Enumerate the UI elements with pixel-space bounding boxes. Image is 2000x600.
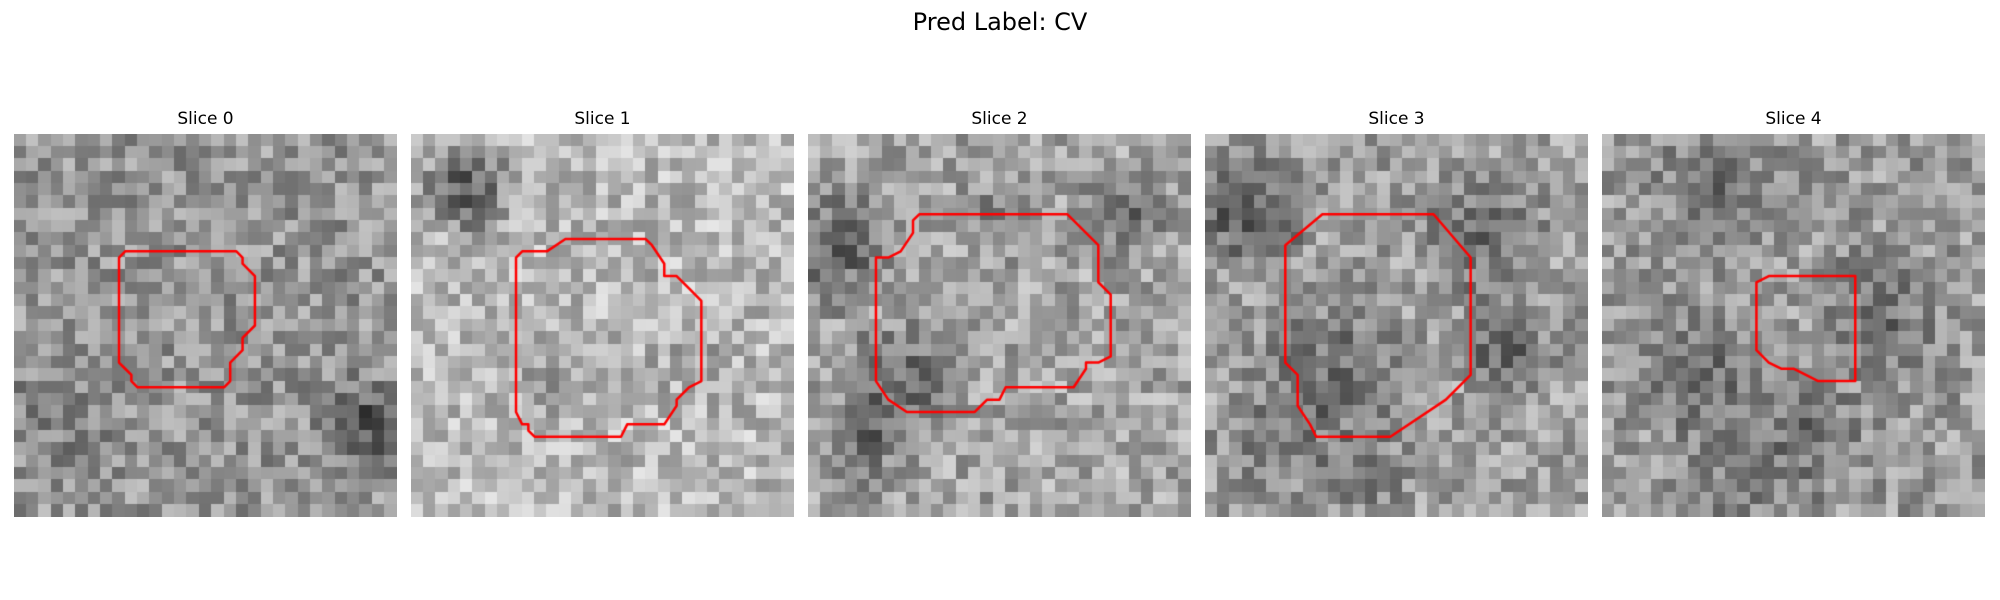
slice-image [1602, 134, 1985, 517]
slice-panel-2: Slice 2 [808, 108, 1191, 517]
slice-image [808, 134, 1191, 517]
slice-title: Slice 1 [574, 109, 631, 129]
slice-title: Slice 2 [971, 109, 1028, 129]
slice-panel-3: Slice 3 [1205, 108, 1588, 517]
slice-image [14, 134, 397, 517]
slice-image [411, 134, 794, 517]
slice-panel-1: Slice 1 [411, 108, 794, 517]
slice-panel-0: Slice 0 [14, 108, 397, 517]
slice-title: Slice 0 [177, 109, 234, 129]
slice-title: Slice 3 [1368, 109, 1425, 129]
slice-panel-4: Slice 4 [1602, 108, 1985, 517]
slice-title: Slice 4 [1765, 109, 1822, 129]
slice-image [1205, 134, 1588, 517]
figure-title: Pred Label: CV [912, 8, 1088, 36]
